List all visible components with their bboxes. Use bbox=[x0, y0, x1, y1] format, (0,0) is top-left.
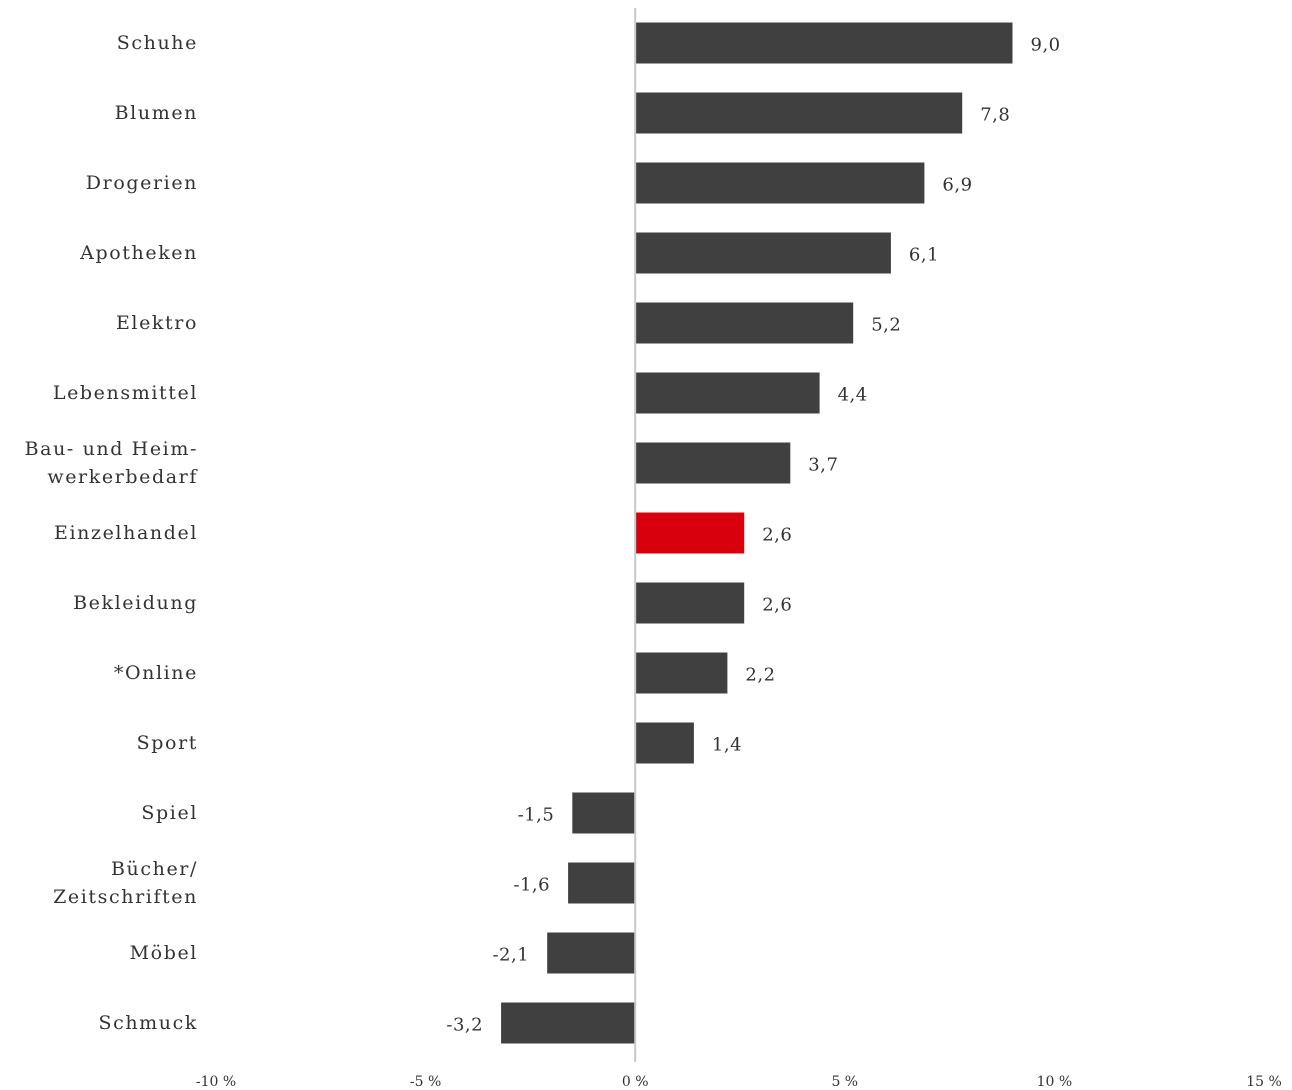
category-label: Bau- und Heim-werkerbedarf bbox=[25, 438, 199, 488]
value-label: 2,6 bbox=[762, 525, 792, 546]
value-labels: 9,0 7,8 6,9 6,1 5,2 4,4 3,7 2,6 2,6 2,2 1,4 -1,5 -1,… bbox=[446, 35, 1060, 1036]
value-label: -1,5 bbox=[518, 805, 555, 826]
value-label: 3,7 bbox=[808, 455, 838, 476]
bar bbox=[568, 862, 636, 904]
category-label: Apotheken bbox=[79, 242, 198, 264]
bar bbox=[635, 512, 745, 554]
value-label: -3,2 bbox=[446, 1015, 483, 1036]
bar bbox=[635, 442, 791, 484]
bar bbox=[635, 722, 694, 764]
category-label: Lebensmittel bbox=[53, 382, 198, 404]
bar bbox=[501, 1002, 636, 1044]
value-label: -1,6 bbox=[513, 875, 550, 896]
value-label: 6,1 bbox=[909, 245, 939, 266]
bar bbox=[635, 22, 1013, 64]
value-label: 2,6 bbox=[762, 595, 792, 616]
bar bbox=[635, 162, 925, 204]
bar bbox=[547, 932, 636, 974]
category-label: Möbel bbox=[130, 942, 198, 964]
category-label: Einzelhandel bbox=[54, 522, 198, 544]
category-label: Schuhe bbox=[117, 32, 198, 54]
x-axis-ticks: -10 % -5 % 0 % 5 % 10 % 15 % bbox=[196, 1074, 1282, 1090]
bar bbox=[635, 372, 820, 414]
bar bbox=[635, 232, 891, 274]
value-label: 6,9 bbox=[942, 175, 972, 196]
bar bbox=[635, 582, 745, 624]
category-label: Schmuck bbox=[98, 1012, 198, 1034]
value-label: -2,1 bbox=[492, 945, 529, 966]
category-label: Elektro bbox=[116, 312, 198, 334]
category-label: Spiel bbox=[141, 802, 198, 824]
category-label: *Online bbox=[114, 662, 198, 684]
x-tick-label: 5 % bbox=[831, 1074, 858, 1090]
value-label: 5,2 bbox=[871, 315, 901, 336]
bar bbox=[572, 792, 636, 834]
category-label: Bekleidung bbox=[73, 592, 198, 614]
x-tick-label: 0 % bbox=[622, 1074, 649, 1090]
value-label: 4,4 bbox=[838, 385, 868, 406]
category-labels: Schuhe Blumen Drogerien Apotheken Elektro Leb… bbox=[25, 32, 199, 1034]
category-label: Blumen bbox=[115, 102, 198, 124]
category-label: Bücher/Zeitschriften bbox=[53, 858, 198, 908]
value-label: 2,2 bbox=[745, 665, 775, 686]
bar bbox=[635, 652, 728, 694]
category-label: Sport bbox=[137, 732, 198, 754]
value-label: 1,4 bbox=[712, 735, 742, 756]
category-label: Drogerien bbox=[86, 172, 198, 194]
x-tick-label: 10 % bbox=[1037, 1074, 1073, 1090]
value-label: 7,8 bbox=[980, 105, 1010, 126]
bar bbox=[635, 92, 963, 134]
x-tick-label: -10 % bbox=[196, 1074, 236, 1090]
value-label: 9,0 bbox=[1031, 35, 1061, 56]
x-tick-label: -5 % bbox=[410, 1074, 441, 1090]
bar bbox=[635, 302, 854, 344]
bars-layer bbox=[501, 22, 1013, 1044]
x-tick-label: 15 % bbox=[1246, 1074, 1282, 1090]
